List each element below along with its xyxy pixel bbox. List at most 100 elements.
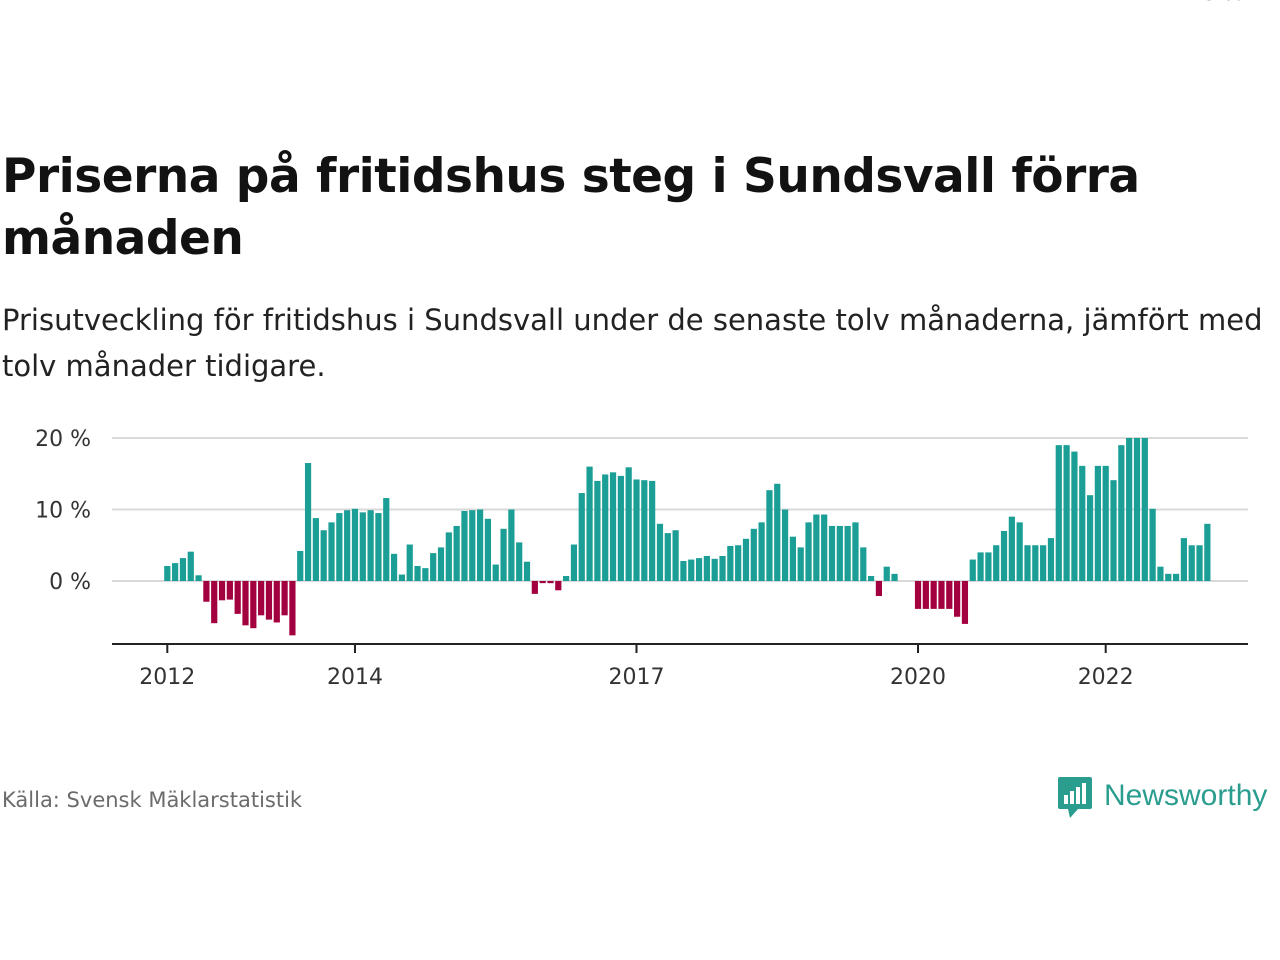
bar <box>664 533 671 581</box>
bar <box>680 560 687 581</box>
x-tick-label: 2017 <box>609 665 665 690</box>
y-tick-label: 10 % <box>35 499 91 524</box>
bar <box>1157 566 1164 581</box>
bar <box>336 513 343 581</box>
bar <box>852 522 859 581</box>
y-tick-label: 20 % <box>35 427 91 452</box>
gridlines <box>112 437 1248 582</box>
x-tick-label: 2022 <box>1078 665 1134 690</box>
bar <box>484 518 492 581</box>
bar <box>563 575 570 581</box>
bar <box>1126 438 1133 581</box>
bar <box>719 555 726 581</box>
bar <box>508 509 515 581</box>
bar <box>625 467 632 581</box>
bar <box>938 581 945 609</box>
bar <box>993 545 1000 581</box>
bar <box>430 553 437 581</box>
bar <box>1094 465 1101 581</box>
bar <box>516 542 523 581</box>
bar <box>328 522 335 581</box>
bar <box>805 522 812 581</box>
bar <box>750 528 757 581</box>
bar <box>226 581 233 600</box>
bar <box>477 509 484 581</box>
bar <box>578 493 585 581</box>
bar <box>539 581 546 584</box>
newsworthy-logo-icon <box>1058 777 1092 818</box>
bar <box>445 532 452 581</box>
bar <box>1110 480 1117 581</box>
bars <box>164 438 1211 636</box>
bar <box>1079 465 1086 581</box>
y-tick-label: 0 % <box>49 570 91 595</box>
bar <box>359 512 366 581</box>
bar <box>891 573 898 581</box>
bar <box>1196 545 1203 581</box>
bar <box>641 480 648 581</box>
bar <box>1047 538 1055 581</box>
bar <box>828 525 836 581</box>
bar <box>961 581 969 624</box>
bar <box>297 550 304 581</box>
bar <box>414 565 421 581</box>
x-tick-label: 2012 <box>139 665 195 690</box>
bar <box>735 545 742 581</box>
bar <box>179 558 187 581</box>
x-tick-label: 2014 <box>327 665 383 690</box>
bar <box>1102 465 1109 581</box>
bar <box>594 480 601 581</box>
bar <box>985 552 992 581</box>
bar <box>555 581 562 591</box>
bar <box>883 566 890 581</box>
bar <box>250 581 257 629</box>
x-tick-label: 2020 <box>890 665 946 690</box>
y-axis-labels: 0 % 10 % 20 % <box>35 427 91 595</box>
bar <box>218 581 226 601</box>
bar <box>320 530 327 581</box>
bar <box>289 581 296 636</box>
bar <box>656 523 664 581</box>
bar <box>453 525 460 581</box>
bar <box>1172 573 1180 581</box>
bar <box>367 510 374 581</box>
bar <box>383 498 390 581</box>
bar <box>172 563 179 581</box>
bar <box>187 551 194 581</box>
newsworthy-logo: Newsworthy <box>1058 772 1267 820</box>
bar <box>821 514 828 581</box>
bar <box>203 581 210 602</box>
bar <box>789 536 796 581</box>
bar <box>1180 538 1187 581</box>
bar <box>930 581 937 609</box>
bar <box>273 581 280 623</box>
bar <box>922 581 929 609</box>
bar <box>375 513 382 581</box>
bar <box>1086 495 1094 581</box>
bar <box>1024 545 1031 581</box>
bar <box>969 559 976 581</box>
bar <box>609 472 617 581</box>
last-value-label: 8 % <box>1202 0 1244 6</box>
annotations: 8 % <box>1202 0 1244 6</box>
bar <box>406 544 413 581</box>
bar <box>766 490 773 581</box>
logo-text: Newsworthy <box>1104 779 1268 812</box>
bar <box>742 538 750 581</box>
bar <box>711 558 718 581</box>
bar <box>1204 523 1211 581</box>
bar <box>875 581 883 597</box>
bar <box>312 518 319 581</box>
bar <box>954 581 961 617</box>
bar <box>649 480 656 581</box>
chart-subtitle: Prisutveckling för fritidshus i Sundsval… <box>2 303 1263 383</box>
bar <box>586 466 593 581</box>
bar <box>813 514 820 581</box>
bar <box>469 510 476 581</box>
bar <box>195 575 202 581</box>
bar <box>570 544 578 581</box>
bar <box>836 525 843 581</box>
bar <box>758 522 765 581</box>
bar-chart: 0 % 10 % 20 % 2012 2014 2017 2020 2022 8 % <box>35 0 1248 690</box>
source-note: Källa: Svensk Mäklarstatistik <box>2 788 303 812</box>
